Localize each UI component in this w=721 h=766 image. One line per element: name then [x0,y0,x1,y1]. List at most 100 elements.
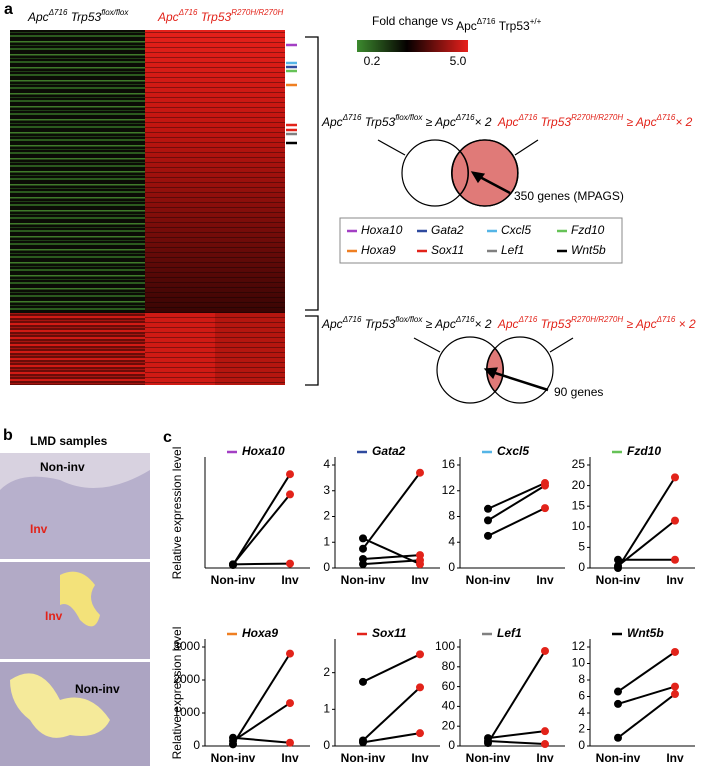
y-tick-label: 25 [572,457,586,471]
data-point [359,544,367,553]
panel-label: b [3,427,13,444]
color-scale [357,40,468,52]
gene-legend-box [339,217,623,264]
y-axis-label: Relative expression level [170,447,184,580]
series-line [232,702,291,742]
series-line [362,554,421,560]
legend-label: Gata2 [431,223,464,237]
series-line [362,537,421,566]
y-tick-label: 0 [448,738,455,752]
text-segment: ≥ Apc [422,317,456,331]
text-segment: × 2 [675,115,692,129]
y-tick-label: 6 [578,689,585,703]
y-tick-label: 20 [572,478,586,492]
superscript: flox/flox [101,8,129,17]
panel-label: c [163,429,172,446]
x-tick-label: Inv [281,751,299,765]
legend-label: Hoxa10 [361,223,403,237]
text-segment: Trp53 [537,115,571,129]
legend-label: Hoxa9 [361,243,396,257]
venn-condition: ApcΔ716 Trp53R270H/R270H ≥ ApcΔ716 × 2 [497,315,696,331]
legend-label: Lef1 [501,243,524,257]
data-point [541,481,549,490]
panel-label: a [4,1,13,18]
superscript: Δ716 [178,8,198,17]
panel-title: LMD samples [30,434,108,448]
y-tick-label: 2000 [173,672,200,686]
text-segment: × 2 [675,317,696,331]
text-segment: Trp53 [537,317,571,331]
superscript: Δ716 [656,113,676,122]
y-tick-label: 0 [323,738,330,752]
x-tick-label: Inv [666,573,684,587]
x-tick-label: Inv [281,573,299,587]
text-segment: Trp53 [495,19,530,33]
x-tick-label: Inv [536,751,554,765]
data-point [614,687,622,696]
data-point [541,740,549,749]
superscript: +/+ [530,17,542,26]
image-label: Non-inv [40,460,85,474]
text-segment: Trp53 [361,317,395,331]
data-point [416,729,424,738]
text-segment: Apc [321,317,343,331]
y-tick-label: 4 [323,457,330,471]
x-tick-label: Inv [411,751,429,765]
text-segment: Apc [497,115,519,129]
data-point [614,699,622,708]
venn-condition: ApcΔ716 Trp53flox/flox ≥ ApcΔ716× 2 [321,315,492,331]
chart-title: Hoxa10 [242,444,285,458]
y-tick-label: 1000 [173,705,200,719]
x-tick-label: Non-inv [596,751,641,765]
series-line [617,693,676,739]
y-tick-label: 40 [442,699,456,713]
data-point [484,504,492,513]
gene-legend: Hoxa10 Gata2 Cxcl5 Fzd10 Hoxa9 Sox11 Lef1 Wnt5b [347,223,606,257]
data-point [416,468,424,477]
superscript: R270H/R270H [571,113,623,122]
venn-condition: ApcΔ716 Trp53R270H/R270H ≥ ApcΔ716× 2 [497,113,693,129]
x-tick-label: Non-inv [341,573,386,587]
data-point [359,677,367,686]
series-line [232,493,291,565]
text-segment: ≥ Apc [623,115,657,129]
series-line [232,473,291,566]
series-line [232,653,291,745]
data-point [359,560,367,569]
text-segment: Trp53 [67,10,101,24]
y-tick-label: 4 [448,534,455,548]
series-line [487,484,546,522]
series-line [362,653,421,683]
x-tick-label: Non-inv [466,573,511,587]
chart-title: Sox11 [372,626,407,640]
superscript: flox/flox [395,113,423,122]
data-point [286,649,294,658]
x-tick-label: Non-inv [211,573,256,587]
data-point [541,727,549,736]
x-tick-label: Inv [411,573,429,587]
gene-markers [286,43,297,145]
chart-title: Gata2 [372,444,406,458]
y-tick-label: 8 [448,509,455,523]
data-point [359,738,367,747]
data-point [229,733,237,742]
data-point [671,682,679,691]
y-tick-label: 5 [578,540,585,554]
legend-label: Sox11 [431,243,464,257]
superscript: Δ716 [656,315,676,324]
superscript: flox/flox [395,315,423,324]
y-tick-label: 0 [193,738,200,752]
text-segment: Apc [157,10,179,24]
scale-label: 0.2 [364,54,381,68]
series-line [362,472,421,550]
image-label: Inv [30,522,48,536]
y-tick-label: 2 [323,509,330,523]
y-tick-label: 0 [578,738,585,752]
y-tick-label: 100 [435,639,455,653]
y-tick-label: 20 [442,718,456,732]
chart-title: Wnt5b [627,626,664,640]
text-segment: ≥ Apc [623,317,657,331]
series-line [617,685,676,705]
data-point [671,473,679,482]
